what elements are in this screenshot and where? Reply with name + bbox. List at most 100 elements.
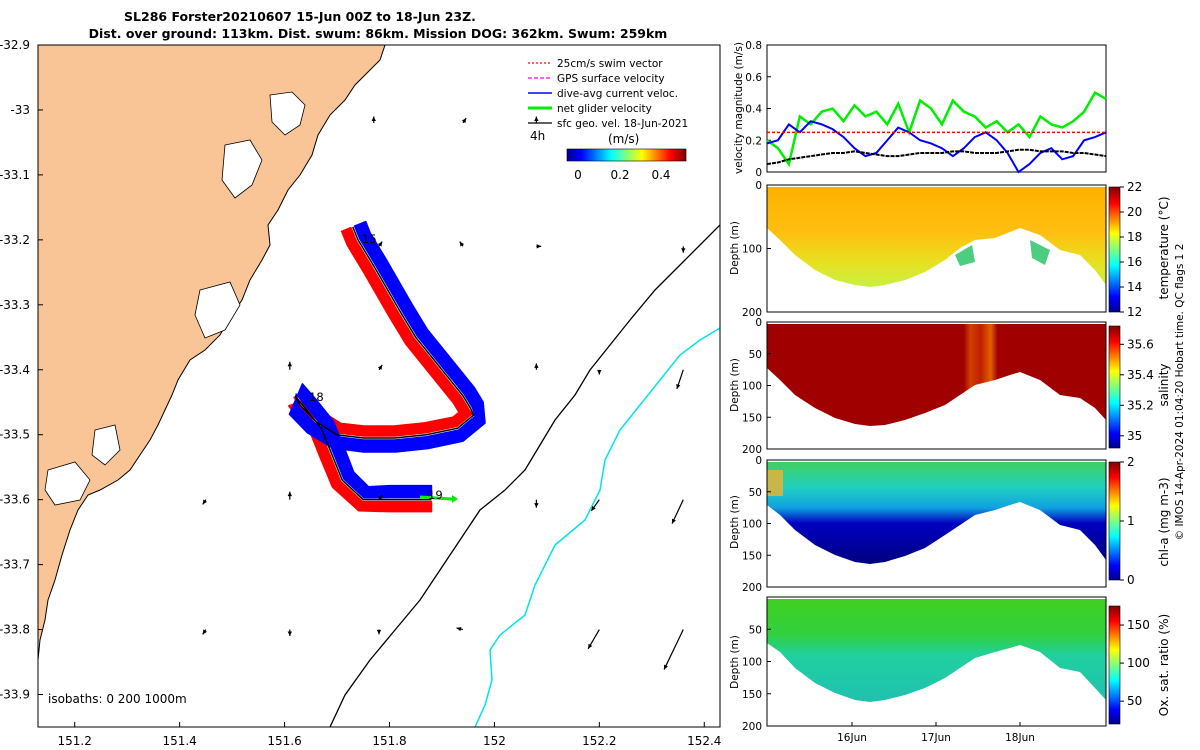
map-ytick-label-8: -33.7 xyxy=(0,558,30,572)
geo-vector-8 xyxy=(377,364,383,371)
time-tick-label-0: 16Jun xyxy=(837,732,867,744)
velocity-ylabel: velocity magnitude (m/s) xyxy=(733,42,745,174)
salinity-colorbar-label: salinity xyxy=(1157,363,1171,406)
isobath-1000m xyxy=(474,327,720,727)
geo-vector-head xyxy=(534,116,539,122)
oxygen-colorbar xyxy=(1108,605,1121,725)
lake-5 xyxy=(44,461,91,506)
depth-tick-label-3-1: 50 xyxy=(749,349,762,361)
footer-credit: © IMOS 14-Apr-2024 01:04:20 Hobart time.… xyxy=(1174,244,1186,541)
temperature-section xyxy=(767,187,1106,287)
geo-vector-head xyxy=(534,503,539,508)
geo-vector-23 xyxy=(663,629,684,670)
velocity-ytick-label-4: 0.8 xyxy=(745,40,762,52)
geo-vector-head xyxy=(672,518,676,524)
net-velocity-arrowhead xyxy=(452,495,458,503)
map-ytick-label-10: -33.9 xyxy=(0,688,30,702)
legend-item-geo: sfc geo. vel. 18-Jun-2021 xyxy=(557,118,688,130)
map-xtick-label-6: 152.4 xyxy=(687,734,721,748)
legend-item-gps: GPS surface velocity xyxy=(557,73,665,85)
map-legend: 25cm/s swim vector GPS surface velocity … xyxy=(528,58,688,182)
oxygen-colorbar-label: Ox. sat. ratio (%) xyxy=(1157,614,1171,716)
chla-hotspot xyxy=(767,470,783,496)
geo-vector-head xyxy=(287,491,292,497)
temperature-deep-patch xyxy=(955,245,975,266)
map-ytick-label-1: -33 xyxy=(10,103,30,117)
depth-tick-label-4-3: 150 xyxy=(742,550,762,562)
day-marker-18: 18 xyxy=(309,390,324,404)
geo-vector-11 xyxy=(676,369,684,390)
colorbar-tick-label-4-1: 1 xyxy=(1127,514,1135,528)
map-xtick-label-5: 152.2 xyxy=(582,734,616,748)
velocity-series-0 xyxy=(766,90,1107,168)
geo-vector-head xyxy=(377,241,383,247)
geo-vector-head xyxy=(376,629,382,635)
geo-vector-22 xyxy=(587,629,600,650)
geo-vector-head xyxy=(377,494,383,500)
colorbar-tick-label-3-1: 35.2 xyxy=(1127,398,1154,412)
geo-vector-12 xyxy=(202,499,207,505)
geo-vector-1 xyxy=(461,117,467,124)
lake-1 xyxy=(269,91,306,136)
colorbar-tick-label-3-2: 35.4 xyxy=(1127,368,1154,382)
map-ytick-label-7: -33.6 xyxy=(0,493,30,507)
map-xtick-label-2: 151.6 xyxy=(267,734,301,748)
geo-vector-head xyxy=(202,629,207,635)
velocity-ytick-label-3: 0.6 xyxy=(745,72,762,84)
map-ytick-label-9: -33.8 xyxy=(0,623,30,637)
depth-tick-label-3-0: 0 xyxy=(755,317,762,329)
geo-vector-15 xyxy=(534,499,539,508)
geo-vector-head xyxy=(534,363,539,368)
chla-colorbar xyxy=(1108,461,1121,581)
map-ytick-label-2: -33.1 xyxy=(0,168,30,182)
geo-vector-head xyxy=(202,499,207,505)
colorbar-tick-label-3-3: 35.6 xyxy=(1127,337,1154,351)
salinity-panel: salinity Depth (m) xyxy=(729,321,1171,450)
day-marker-19: 19 xyxy=(428,488,443,502)
depth-tick-label-4-0: 0 xyxy=(755,455,762,467)
geo-vector-2 xyxy=(534,116,539,123)
geo-vector-head xyxy=(377,364,383,370)
colorbar-tick-label-4-2: 2 xyxy=(1127,455,1135,469)
map-ytick-label-6: -33.5 xyxy=(0,428,30,442)
glider-track xyxy=(294,226,475,501)
geo-vector-4 xyxy=(459,241,465,247)
swim-vector-band xyxy=(287,226,473,513)
salinity-section xyxy=(767,324,1106,426)
depth-tick-label-3-4: 200 xyxy=(742,444,762,456)
geo-vector-head xyxy=(461,118,467,124)
geo-vector-7 xyxy=(287,361,292,370)
colorbar-tick-label-2-2: 16 xyxy=(1127,255,1142,269)
geo-vector-20 xyxy=(376,629,382,635)
depth-tick-label-2-0: 0 xyxy=(755,180,762,192)
geo-vector-head xyxy=(597,370,602,375)
colorbar-tick-label-2-0: 12 xyxy=(1127,305,1142,319)
time-tick-label-2: 18Jun xyxy=(1005,732,1035,744)
depth-tick-label-2-1: 100 xyxy=(742,244,762,256)
net-velocity-marker xyxy=(419,495,453,501)
map-xtick-label-0: 151.2 xyxy=(58,734,92,748)
geo-vector-14 xyxy=(377,494,383,500)
depth-tick-label-3-3: 150 xyxy=(742,412,762,424)
geo-vector-head xyxy=(536,244,542,249)
geo-vector-0 xyxy=(371,116,376,123)
geo-vector-head xyxy=(456,626,462,632)
geo-vector-10 xyxy=(597,369,602,375)
legend-colorbar-tick-0: 0 xyxy=(574,168,582,182)
geo-vector-head xyxy=(371,116,376,122)
depth-tick-label-4-2: 100 xyxy=(742,519,762,531)
salinity-ylabel: Depth (m) xyxy=(729,358,741,412)
land-mass xyxy=(38,45,386,661)
velocity-ytick-label-1: 0.2 xyxy=(745,135,762,147)
colorbar-tick-label-2-1: 14 xyxy=(1127,280,1142,294)
geo-vector-18 xyxy=(202,629,207,635)
geo-vector-head xyxy=(287,631,292,636)
colorbar-tick-label-2-3: 18 xyxy=(1127,230,1142,244)
map-ytick-label-5: -33.4 xyxy=(0,363,30,377)
legend-item-dive: dive-avg current veloc. xyxy=(557,88,678,100)
geo-vector-head xyxy=(664,664,668,670)
velocity-panel: 0 0.2 0.4 0.6 0.8 velocity magnitude (m/s) xyxy=(733,40,1107,179)
legend-interval: 4h xyxy=(530,129,545,143)
temperature-colorbar-label: temperature (°C) xyxy=(1157,197,1171,300)
